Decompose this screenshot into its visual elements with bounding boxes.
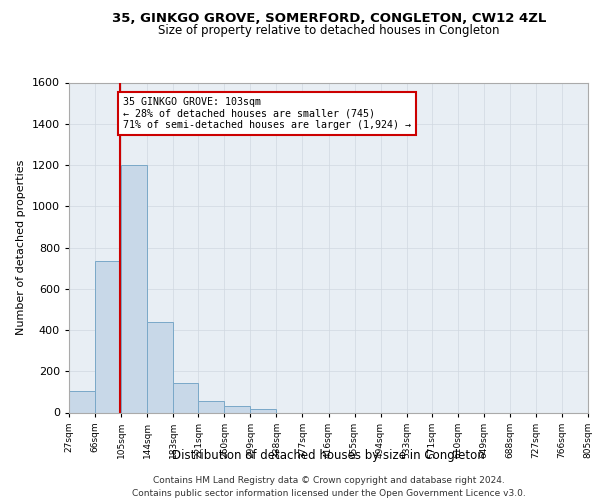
Bar [173, 382, 199, 412]
Text: 35 GINKGO GROVE: 103sqm
← 28% of detached houses are smaller (745)
71% of semi-d: 35 GINKGO GROVE: 103sqm ← 28% of detache… [123, 97, 411, 130]
Text: 35, GINKGO GROVE, SOMERFORD, CONGLETON, CW12 4ZL: 35, GINKGO GROVE, SOMERFORD, CONGLETON, … [112, 12, 546, 26]
Bar [199, 401, 224, 412]
Text: Distribution of detached houses by size in Congleton: Distribution of detached houses by size … [172, 448, 485, 462]
Text: Size of property relative to detached houses in Congleton: Size of property relative to detached ho… [158, 24, 500, 37]
Bar [224, 406, 250, 412]
Bar [250, 409, 277, 412]
Y-axis label: Number of detached properties: Number of detached properties [16, 160, 26, 335]
Bar [95, 261, 121, 412]
Text: Contains HM Land Registry data © Crown copyright and database right 2024.
Contai: Contains HM Land Registry data © Crown c… [132, 476, 526, 498]
Bar [69, 391, 95, 412]
Bar [147, 322, 173, 412]
Bar [121, 165, 147, 412]
